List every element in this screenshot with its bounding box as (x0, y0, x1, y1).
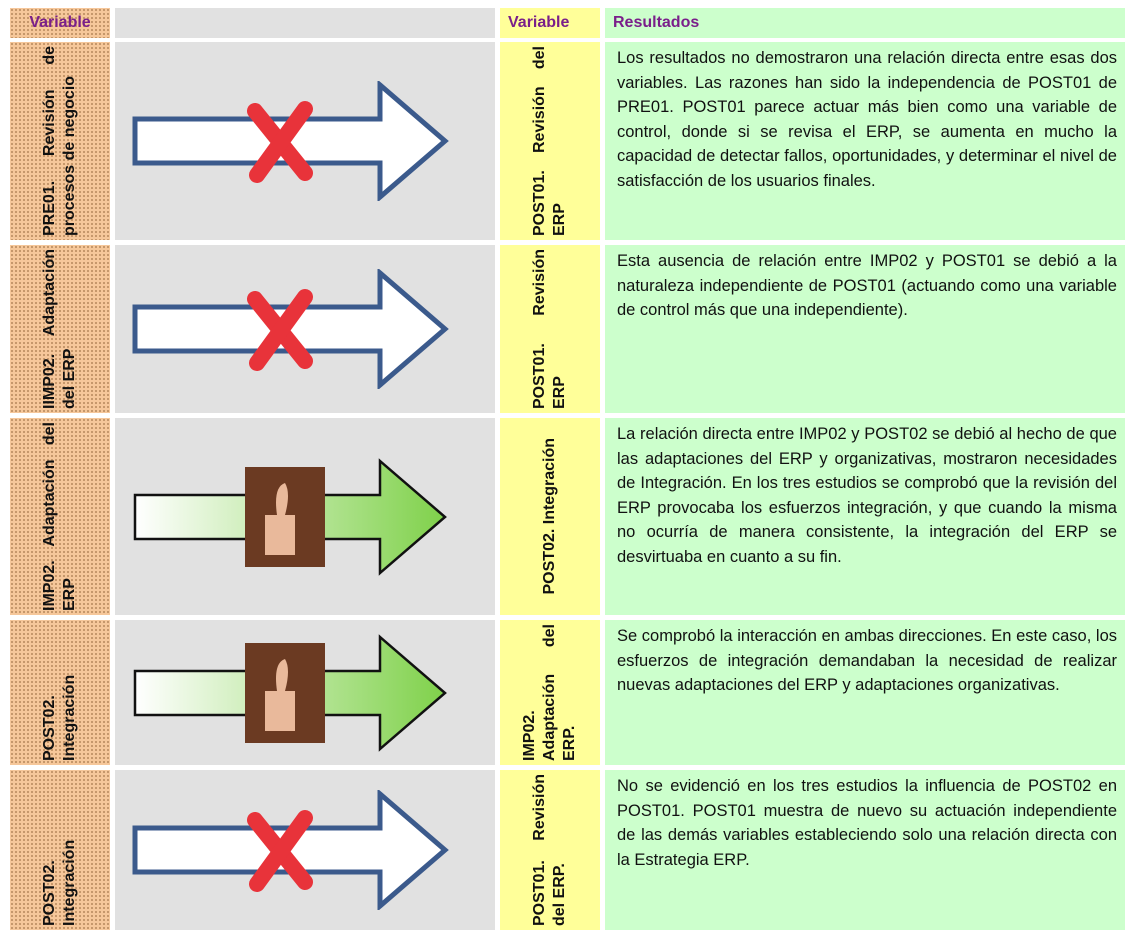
relation-arrow (115, 790, 495, 910)
related-cell: POST01. Revisión del ERP (500, 42, 600, 240)
relation-arrow (133, 459, 447, 574)
vertical-wrap: POST02. Integración (504, 422, 596, 611)
header-variable: Variable (10, 8, 110, 38)
variable-cell: POST02. Integración (10, 620, 110, 765)
variable-cell: POST02. Integración (10, 770, 110, 930)
variable-text: IIMP02. Adaptación del ERP (41, 249, 78, 409)
result-text: Esta ausencia de relación entre IMP02 y … (605, 245, 1125, 413)
vertical-wrap: POST01. Revisión del ERP. (504, 774, 596, 926)
variable-cell: IIMP02. Adaptación del ERP (10, 245, 110, 413)
result-text: Se comprobó la interacción en ambas dire… (605, 620, 1125, 765)
vertical-wrap: IMP02. Adaptación del ERP (14, 422, 106, 611)
variable-text: PRE01. Revisión de procesos de negocio (41, 46, 78, 236)
variable-text: POST02. Integración (41, 839, 78, 926)
arrow-cell (115, 770, 495, 930)
related-text: POST01. Revisión del ERP (531, 46, 568, 236)
variable-cell: PRE01. Revisión de procesos de negocio (10, 42, 110, 240)
vertical-wrap: POST01. Revisión ERP (504, 249, 596, 409)
arrow-cell (115, 245, 495, 413)
vertical-wrap: POST02. Integración (14, 624, 106, 761)
result-text: No se evidenció en los tres estudios la … (605, 770, 1125, 930)
related-text: IMP02. Adaptación del ERP. (521, 624, 578, 761)
vertical-wrap: PRE01. Revisión de procesos de negocio (14, 46, 106, 236)
vertical-wrap: POST01. Revisión del ERP (504, 46, 596, 236)
arrow-cell (115, 418, 495, 615)
related-text: POST01. Revisión del ERP. (531, 774, 568, 926)
result-text: Los resultados no demostraron una relaci… (605, 42, 1125, 240)
header-variable: Variable (500, 8, 600, 38)
related-cell: POST02. Integración (500, 418, 600, 615)
header-results: Resultados (605, 8, 1125, 38)
header-empty (115, 8, 495, 38)
related-cell: POST01. Revisión del ERP. (500, 770, 600, 930)
variable-cell: IMP02. Adaptación del ERP (10, 418, 110, 615)
arrow-cell (115, 620, 495, 765)
variable-text: POST02. Integración (41, 674, 78, 761)
relation-arrow (115, 269, 495, 389)
variable-text: IMP02. Adaptación del ERP (41, 422, 78, 611)
related-text: POST01. Revisión ERP (531, 249, 568, 409)
relation-arrow (115, 81, 495, 201)
result-text: La relación directa entre IMP02 y POST02… (605, 418, 1125, 615)
vertical-wrap: IIMP02. Adaptación del ERP (14, 249, 106, 409)
vertical-wrap: POST02. Integración (14, 774, 106, 926)
related-cell: POST01. Revisión ERP (500, 245, 600, 413)
vertical-wrap: IMP02. Adaptación del ERP. (504, 624, 596, 761)
related-cell: IMP02. Adaptación del ERP. (500, 620, 600, 765)
related-text: POST02. Integración (541, 438, 558, 595)
arrow-cell (115, 42, 495, 240)
relation-arrow (133, 635, 447, 750)
